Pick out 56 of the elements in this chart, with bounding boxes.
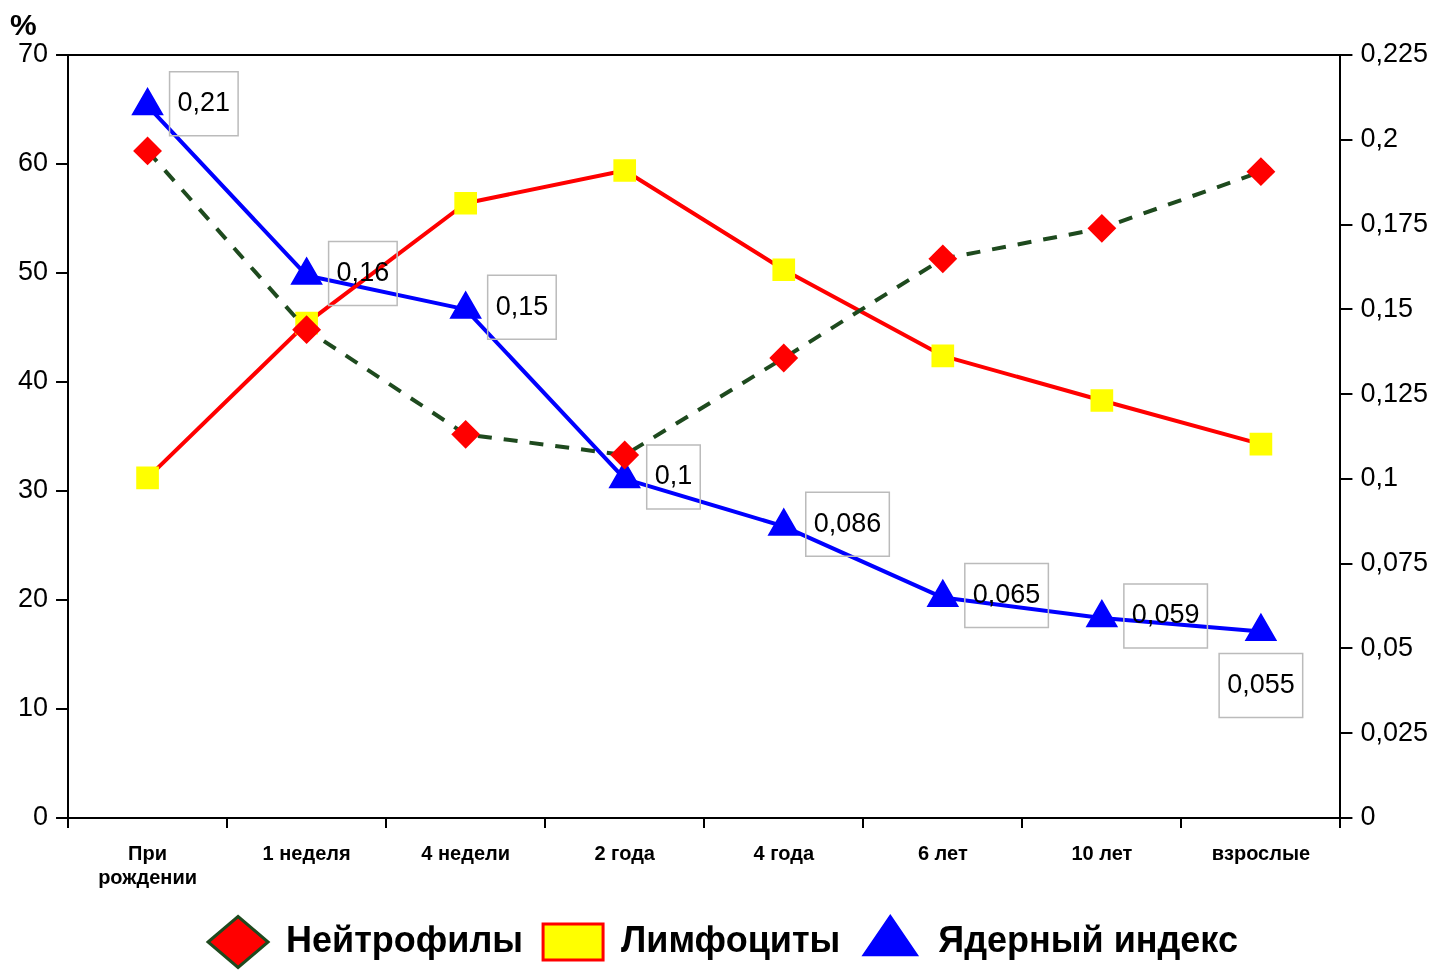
y-tick-label: 50	[17, 256, 49, 287]
y-tick-label: 0	[33, 801, 49, 832]
y2-tick-label: 0,025	[1360, 716, 1429, 747]
x-tick-label: При рождении	[98, 841, 197, 888]
y-tick-label: 30	[17, 474, 49, 505]
point	[931, 344, 955, 368]
x-tick-label: 1 неделя	[262, 841, 351, 864]
x-tick-label: 4 недели	[421, 841, 511, 864]
point	[772, 258, 796, 282]
legend-label: Лимфоциты	[621, 918, 841, 960]
x-tick-label: 2 года	[594, 841, 656, 864]
y2-tick-label: 0,175	[1360, 208, 1429, 239]
x-tick-label: 6 лет	[917, 841, 968, 864]
point	[926, 578, 959, 607]
point	[1244, 612, 1277, 641]
point	[449, 290, 482, 319]
point	[767, 507, 800, 536]
data-label: 0,055	[1227, 668, 1295, 699]
y-tick-label: 20	[17, 583, 49, 614]
point	[132, 89, 163, 116]
y2-tick-label: 0,225	[1360, 38, 1429, 69]
point	[611, 441, 639, 469]
point	[290, 256, 323, 285]
point	[293, 316, 321, 344]
legend-label: Нейтрофилы	[286, 918, 524, 960]
data-label: 0,086	[813, 507, 882, 538]
x-tick-label: 10 лет	[1071, 841, 1133, 864]
data-label: 0,065	[972, 579, 1041, 610]
y2-tick-label: 0,125	[1360, 377, 1429, 408]
point	[1247, 158, 1275, 186]
point	[770, 344, 798, 372]
point	[929, 245, 957, 273]
y2-tick-label: 0,2	[1360, 123, 1398, 154]
y-tick-label: 10	[17, 692, 49, 723]
x-tick-label: взрослые	[1211, 841, 1311, 864]
x-tick-label: 4 года	[753, 841, 815, 864]
y2-tick-label: 0,05	[1360, 631, 1413, 662]
data-label: 0,15	[495, 290, 549, 321]
data-label: 0,1	[654, 460, 693, 491]
y2-tick-label: 0,1	[1360, 462, 1398, 493]
point	[1249, 432, 1273, 456]
point	[454, 191, 477, 215]
y-tick-label: 60	[17, 147, 49, 178]
point	[1088, 214, 1116, 242]
point	[452, 420, 480, 448]
data-label: 0,059	[1131, 599, 1200, 630]
data-label: 0,21	[177, 87, 231, 118]
y-tick-label: 40	[17, 365, 49, 396]
y2-tick-label: 0,15	[1360, 292, 1413, 323]
point	[1090, 389, 1114, 412]
point	[136, 466, 159, 490]
y2-tick-label: 0,075	[1360, 547, 1429, 578]
y2-tick-label: 0	[1360, 801, 1376, 832]
point	[133, 137, 162, 165]
point	[613, 159, 637, 182]
legend-label: Ядерный индекс	[938, 918, 1238, 960]
